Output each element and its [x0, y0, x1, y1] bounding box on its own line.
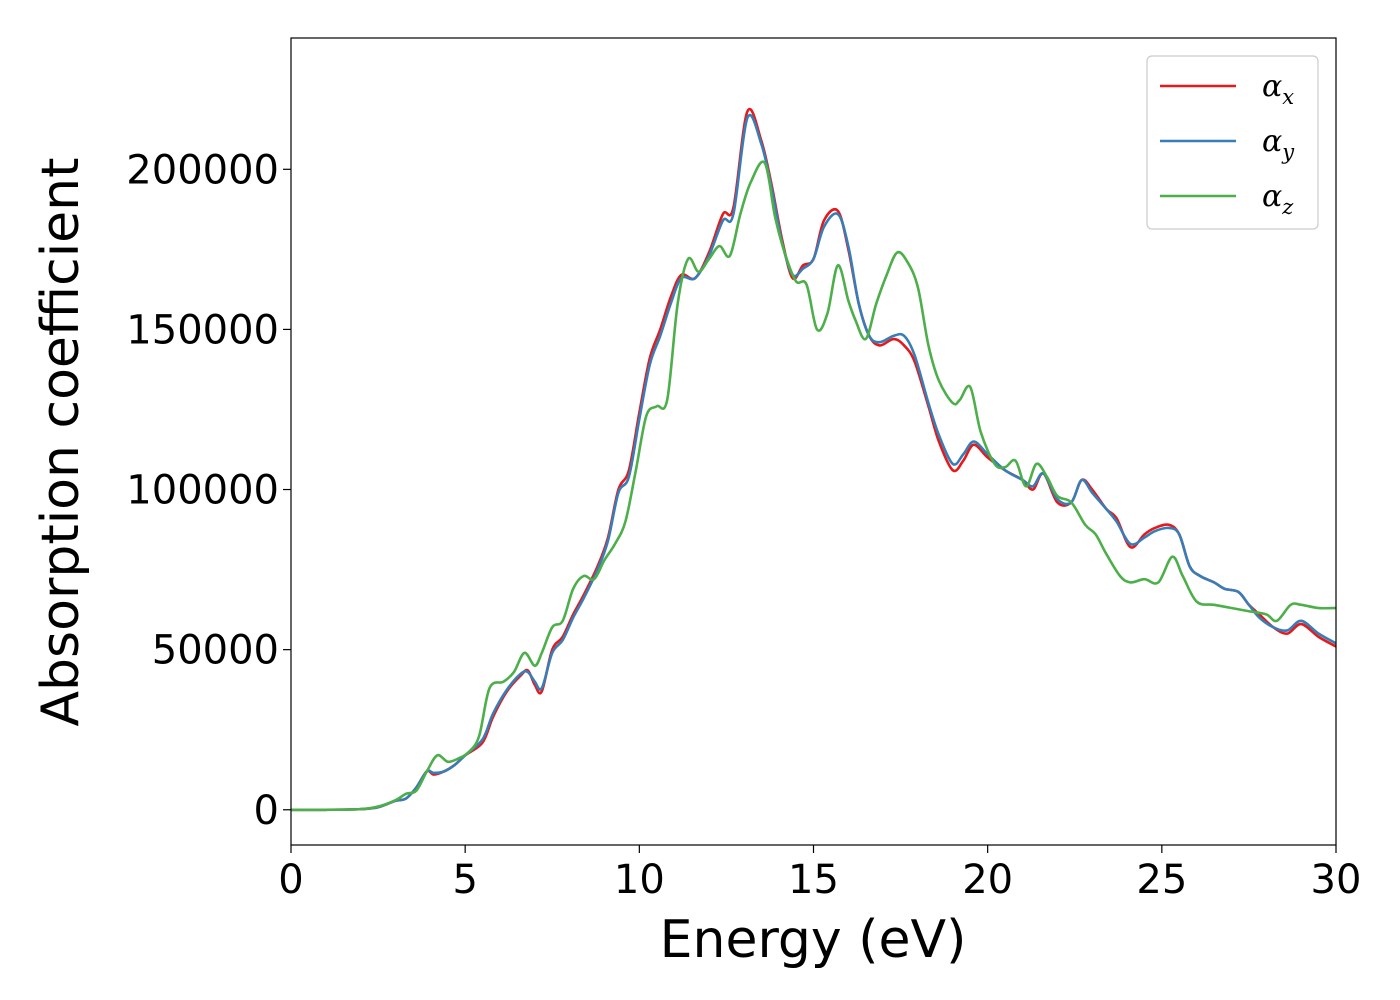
y-tick-label: 50000 [152, 628, 279, 674]
y-tick-label: 0 [254, 788, 279, 834]
x-tick-label: 30 [1311, 857, 1362, 903]
series-layer [291, 107, 1336, 812]
x-tick-label: 5 [452, 857, 477, 903]
y-tick-label: 100000 [126, 468, 279, 514]
legend-label-x: αx [1262, 69, 1294, 109]
series-line-y [291, 114, 1336, 812]
y-axis: 0 50000 100000 150000 200000 [126, 147, 291, 834]
legend-box [1146, 55, 1319, 230]
x-tick-label: 20 [962, 857, 1013, 903]
x-tick-label: 0 [278, 857, 303, 903]
x-axis: 0 5 10 15 20 25 30 [278, 845, 1361, 903]
y-tick-label: 200000 [126, 147, 279, 193]
x-tick-label: 10 [614, 857, 665, 903]
y-axis-label: Absorption coefficient [31, 157, 91, 726]
legend: αx αy αz [1146, 55, 1319, 230]
x-axis-label: Energy (eV) [660, 910, 967, 970]
y-tick-label: 150000 [126, 307, 279, 353]
legend-label-z: αz [1262, 179, 1294, 219]
series-line-z [291, 160, 1336, 812]
x-tick-label: 15 [788, 857, 839, 903]
x-tick-label: 25 [1136, 857, 1187, 903]
legend-label-y: αy [1262, 124, 1295, 164]
